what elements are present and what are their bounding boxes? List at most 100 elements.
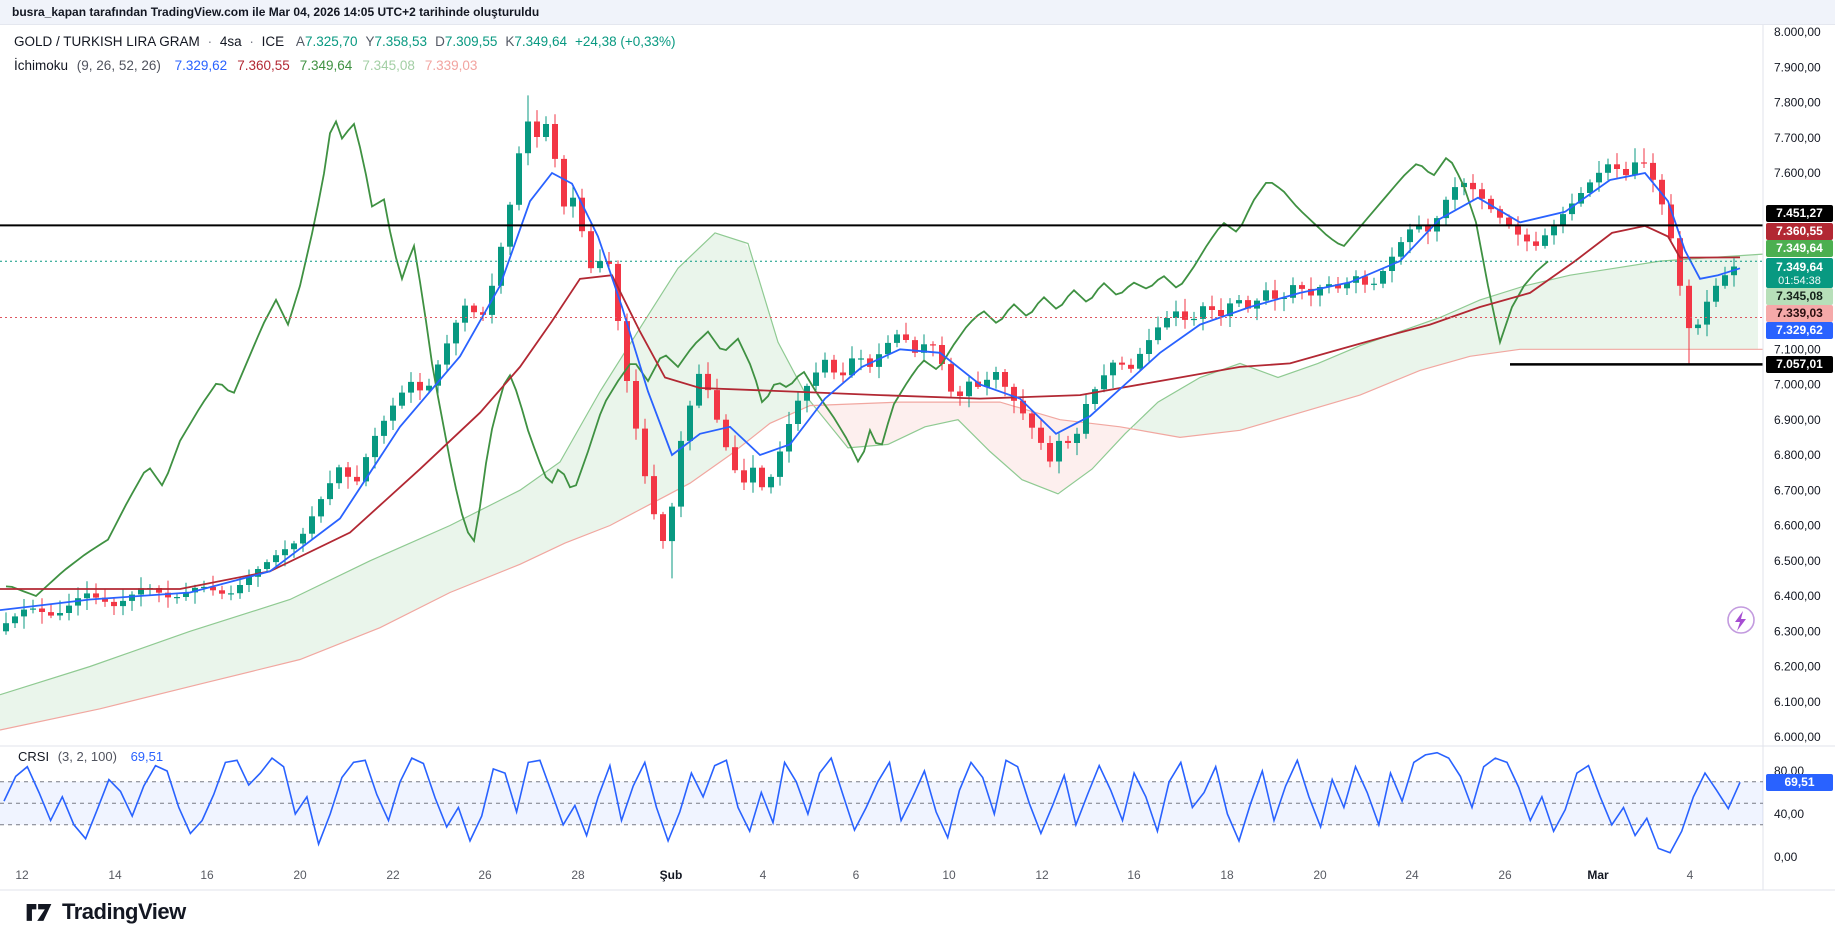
interval-label[interactable]: 4sa [219,34,242,49]
price-axis-label[interactable]: 7.900,00 [1774,60,1821,74]
price-axis-label[interactable]: 6.500,00 [1774,554,1821,568]
time-axis-label[interactable]: Mar [1587,868,1609,882]
price-badge-drawing-level[interactable]: 7.451,27 [1766,204,1833,222]
candle-up [273,555,279,563]
candle-up [372,435,378,458]
time-axis-label[interactable]: 6 [853,868,860,882]
candle-down [1182,311,1188,320]
candle-down [1272,290,1278,299]
price-axis-label[interactable]: 6.100,00 [1774,695,1821,709]
candle-down [579,197,585,232]
price-axis-label[interactable]: 6.900,00 [1774,413,1821,427]
price-axis-label[interactable]: 7.800,00 [1774,96,1821,110]
candle-up [849,358,855,376]
price-badge-senkou-a[interactable]: 7.345,08 [1766,287,1833,305]
time-axis-label[interactable]: 12 [1035,868,1049,882]
lightning-bolt-icon[interactable] [1735,611,1746,631]
candle-up [1578,193,1584,204]
candle-up [804,385,810,401]
indicator-name[interactable]: CRSI [18,749,50,764]
candle-up [1227,303,1233,317]
crsi-axis-label[interactable]: 0,00 [1774,850,1798,864]
candle-up [1416,225,1422,230]
time-axis-label[interactable]: 12 [15,868,29,882]
price-badge-chikou[interactable]: 7.349,64 [1766,239,1833,257]
candle-up [570,197,576,207]
ohlc-letter: D [435,34,445,49]
kumo-cloud-bullish [1134,254,1758,438]
price-axis-label[interactable]: 8.000,00 [1774,25,1821,39]
time-axis-label[interactable]: 26 [478,868,492,882]
symbol-status-line[interactable]: GOLD / TURKISH LIRA GRAM · 4sa · ICE A7.… [14,30,676,54]
candle-up [1632,162,1638,176]
time-axis-label[interactable]: 28 [571,868,585,882]
price-axis-label[interactable]: 7.700,00 [1774,131,1821,145]
candle-up [516,153,522,205]
candle-up [1236,300,1242,304]
ichimoku-status-line[interactable]: İchimoku (9, 26, 52, 26) 7.329,62 7.360,5… [14,54,676,78]
candle-up [327,483,333,500]
candle-down [93,593,99,598]
candle-up [201,586,207,589]
price-axis-label[interactable]: 6.700,00 [1774,483,1821,497]
time-axis-label[interactable]: 10 [942,868,956,882]
candle-up [750,467,756,483]
exchange-label: ICE [261,34,285,49]
price-axis-label[interactable]: 6.200,00 [1774,660,1821,674]
crsi-axis-label[interactable]: 40,00 [1774,807,1804,821]
time-axis-label[interactable]: 16 [1127,868,1141,882]
price-axis-label[interactable]: 6.400,00 [1774,589,1821,603]
time-axis-label[interactable]: 20 [293,868,307,882]
crsi-value-badge[interactable]: 69,51 [1766,773,1833,791]
price-axis-label[interactable]: 6.000,00 [1774,730,1821,744]
price-badge-kijun[interactable]: 7.360,55 [1766,222,1833,240]
price-badge-last-price[interactable]: 7.349,64 01:54:38 [1766,258,1833,288]
candle-up [1263,290,1269,301]
candle-down [930,344,936,346]
time-axis-label[interactable]: 18 [1220,868,1234,882]
price-badge-senkou-b[interactable]: 7.339,03 [1766,304,1833,322]
indicator-name[interactable]: İchimoku [14,58,69,73]
candle-down [1641,162,1647,164]
time-axis-label[interactable]: 20 [1313,868,1327,882]
time-axis-label[interactable]: 26 [1498,868,1512,882]
time-axis-label[interactable]: 4 [760,868,767,882]
candle-down [1047,443,1053,462]
candle-up [228,593,234,595]
candle-down [1479,189,1485,199]
candle-up [1380,271,1386,284]
ichimoku-value-kijun: 7.360,55 [237,58,290,73]
symbol-title[interactable]: GOLD / TURKISH LIRA GRAM [14,34,200,49]
candle-up [1722,275,1728,286]
candle-up [453,322,459,344]
candle-down [1218,310,1224,317]
price-axis-label[interactable]: 7.000,00 [1774,378,1821,392]
tradingview-logo[interactable]: TradingView [24,897,186,927]
candle-down [1497,209,1503,218]
candle-up [426,385,432,391]
candle-up [696,373,702,406]
crsi-line [3,751,1741,854]
time-axis-label[interactable]: 24 [1405,868,1419,882]
price-axis-label[interactable]: 7.600,00 [1774,166,1821,180]
candle-down [1677,238,1683,286]
price-axis-label[interactable]: 6.300,00 [1774,624,1821,638]
candle-down [1011,386,1017,401]
price-axis-label[interactable]: 6.800,00 [1774,448,1821,462]
crsi-status-line[interactable]: CRSI (3, 2, 100) 69,51 [18,749,163,764]
price-badge-drawing-level[interactable]: 7.057,01 [1766,355,1833,373]
time-axis-label[interactable]: 14 [108,868,122,882]
time-axis-label[interactable]: 22 [386,868,400,882]
price-axis-label[interactable]: 7.100,00 [1774,342,1821,356]
price-axis-label[interactable]: 6.600,00 [1774,519,1821,533]
time-axis-label[interactable]: 16 [200,868,214,882]
price-badge-tenkan[interactable]: 7.329,62 [1766,321,1833,339]
candle-down [1506,217,1512,227]
time-axis-label[interactable]: Şub [660,868,683,882]
candle-down [417,381,423,391]
candle-down [1362,276,1368,285]
candle-down [1038,427,1044,443]
candle-up [1542,235,1548,246]
time-axis-label[interactable]: 4 [1687,868,1694,882]
